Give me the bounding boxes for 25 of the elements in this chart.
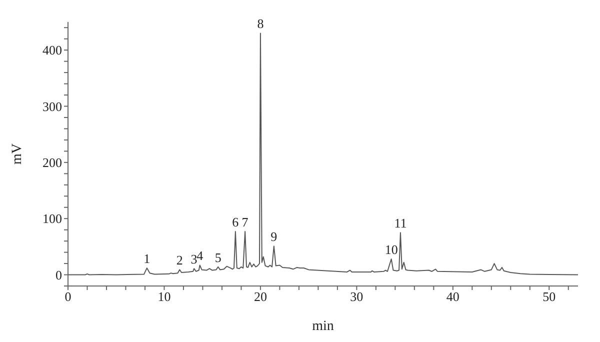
line-series bbox=[68, 32, 578, 276]
y-tick-label: 200 bbox=[42, 155, 62, 170]
annotation: 6 bbox=[232, 214, 240, 230]
annotation: 5 bbox=[214, 250, 222, 265]
x-axis-title: min bbox=[312, 319, 334, 334]
x-tick-label: 30 bbox=[350, 289, 364, 304]
annotation: 8 bbox=[257, 16, 264, 32]
y-tick-label: 0 bbox=[56, 267, 62, 282]
x-tick-label: 20 bbox=[254, 289, 267, 304]
y-tick-label: 300 bbox=[42, 98, 62, 114]
annotation: 11 bbox=[394, 216, 407, 231]
y-tick-label: 100 bbox=[42, 211, 62, 226]
x-tick-label: 40 bbox=[446, 289, 460, 304]
annotation: 4 bbox=[196, 248, 204, 264]
annotation: 3 bbox=[190, 252, 198, 267]
annotation: 10 bbox=[384, 242, 398, 258]
x-tick-label: 10 bbox=[158, 289, 171, 304]
x-tick-label: 0 bbox=[64, 289, 72, 304]
annotation: 7 bbox=[242, 214, 249, 230]
annotation: 9 bbox=[270, 229, 278, 244]
y-axis-title: mV bbox=[10, 144, 25, 164]
annotation: 1 bbox=[144, 251, 150, 266]
annotation: 2 bbox=[176, 252, 183, 268]
y-tick-label: 400 bbox=[42, 42, 62, 58]
x-tick-label: 50 bbox=[542, 289, 556, 304]
